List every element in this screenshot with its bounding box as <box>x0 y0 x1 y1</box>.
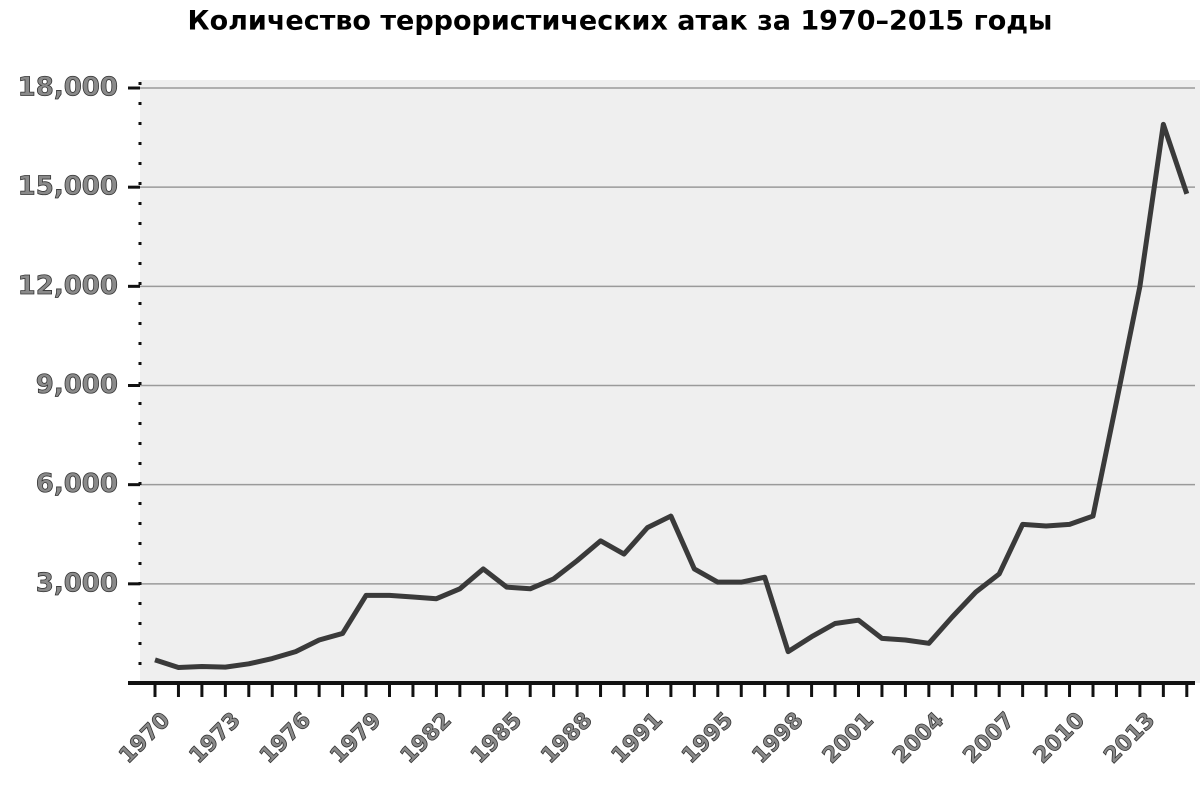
y-tick-label: 6,000 <box>36 469 118 499</box>
y-tick-label: 18,000 <box>18 73 118 103</box>
y-tick-label: 12,000 <box>18 271 118 301</box>
data-line <box>154 121 1190 670</box>
x-tick-label: 1976 <box>255 708 316 769</box>
chart-title: Количество террористических атак за 1970… <box>188 6 1053 37</box>
x-tick-label: 2010 <box>1029 708 1090 769</box>
x-tick-label: 1995 <box>677 708 738 769</box>
x-tick-label: 1979 <box>326 708 387 769</box>
x-tick-label: 1998 <box>748 708 809 769</box>
x-tick-label: 2004 <box>888 708 949 769</box>
x-tick-label: 2001 <box>818 708 879 769</box>
x-tick-label: 1973 <box>185 708 246 769</box>
x-tick-label: 1991 <box>607 708 668 769</box>
x-tick-label: 2013 <box>1099 708 1160 769</box>
x-tick-label: 1982 <box>396 708 457 769</box>
y-tick-label: 9,000 <box>36 370 118 400</box>
y-tick-label: 15,000 <box>18 172 118 202</box>
plot-background <box>140 80 1200 683</box>
y-tick-label: 3,000 <box>36 568 118 598</box>
x-tick-label: 1988 <box>537 708 598 769</box>
x-tick-label: 1985 <box>466 708 527 769</box>
x-tick-label: 2007 <box>959 708 1020 769</box>
x-tick-label: 1970 <box>115 708 176 769</box>
